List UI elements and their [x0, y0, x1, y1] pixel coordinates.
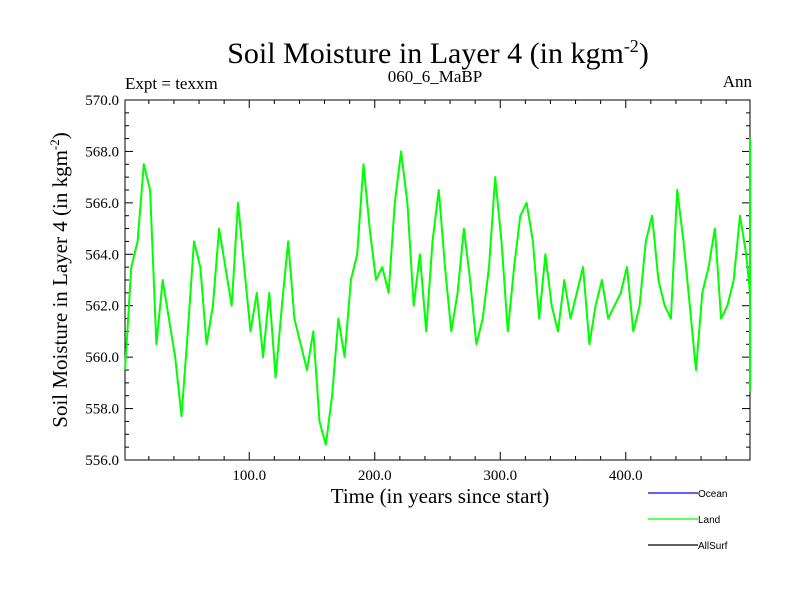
y-axis: 556.0 558.0 560.0 562.0 564.0 566.0 568.0 570.0 — [85, 93, 750, 469]
y-axis-label-main: Soil Moisture in Layer 4 (in kgm — [48, 150, 72, 428]
legend: Ocean Land AllSurf — [648, 489, 728, 552]
x-tick-label: 400.0 — [609, 468, 643, 484]
chart-title-close: ) — [639, 37, 649, 70]
y-tick-label: 568.0 — [85, 144, 119, 160]
legend-label-ocean: Ocean — [698, 489, 727, 500]
y-tick-label: 564.0 — [85, 247, 119, 263]
chart-title-main: Soil Moisture in Layer 4 (in kgm — [227, 37, 624, 70]
x-tick-label: 200.0 — [358, 468, 392, 484]
experiment-id-label: 060_6_MaBP — [388, 67, 482, 86]
period-label: Ann — [723, 72, 753, 91]
y-tick-label: 566.0 — [85, 196, 119, 212]
y-axis-label: Soil Moisture in Layer 4 (in kgm-2) — [47, 132, 72, 427]
y-tick-label: 560.0 — [85, 350, 119, 366]
y-axis-label-close: ) — [48, 132, 72, 139]
x-axis-label: Time (in years since start) — [331, 484, 550, 508]
plot-frame — [124, 99, 751, 461]
y-tick-label: 558.0 — [85, 402, 119, 418]
chart-title: Soil Moisture in Layer 4 (in kgm-2) — [227, 36, 649, 70]
y-tick-label: 562.0 — [85, 299, 119, 315]
y-tick-label: 556.0 — [85, 453, 119, 469]
series-line-land — [124, 137, 751, 446]
x-tick-label: 300.0 — [483, 468, 517, 484]
x-tick-label: 100.0 — [232, 468, 266, 484]
x-axis: 100.0 200.0 300.0 400.0 — [148, 100, 727, 484]
chart-title-superscript: -2 — [624, 36, 639, 56]
experiment-label: Expt = texxm — [125, 74, 218, 93]
series-layer — [124, 137, 751, 446]
y-axis-label-superscript: -2 — [47, 139, 62, 150]
legend-label-allsurf: AllSurf — [698, 541, 728, 552]
legend-label-land: Land — [698, 515, 720, 526]
y-tick-label: 570.0 — [85, 93, 119, 109]
